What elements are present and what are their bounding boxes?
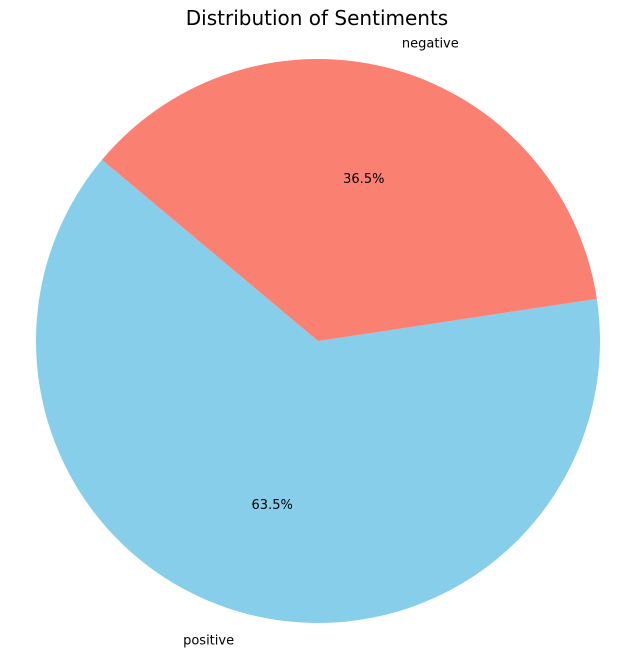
slice-percent-positive: 63.5% — [252, 498, 293, 513]
pie-slices — [36, 59, 601, 624]
pie-slice-negative — [101, 59, 597, 342]
slice-percent-negative: 36.5% — [343, 172, 384, 187]
pie-labels: positive 63.5% negative 36.5% — [183, 36, 459, 648]
slice-label-positive: positive — [183, 634, 234, 649]
chart-title: Distribution of Sentiments — [186, 6, 448, 30]
slice-label-negative: negative — [402, 36, 459, 51]
pie-slice-positive — [36, 159, 601, 624]
